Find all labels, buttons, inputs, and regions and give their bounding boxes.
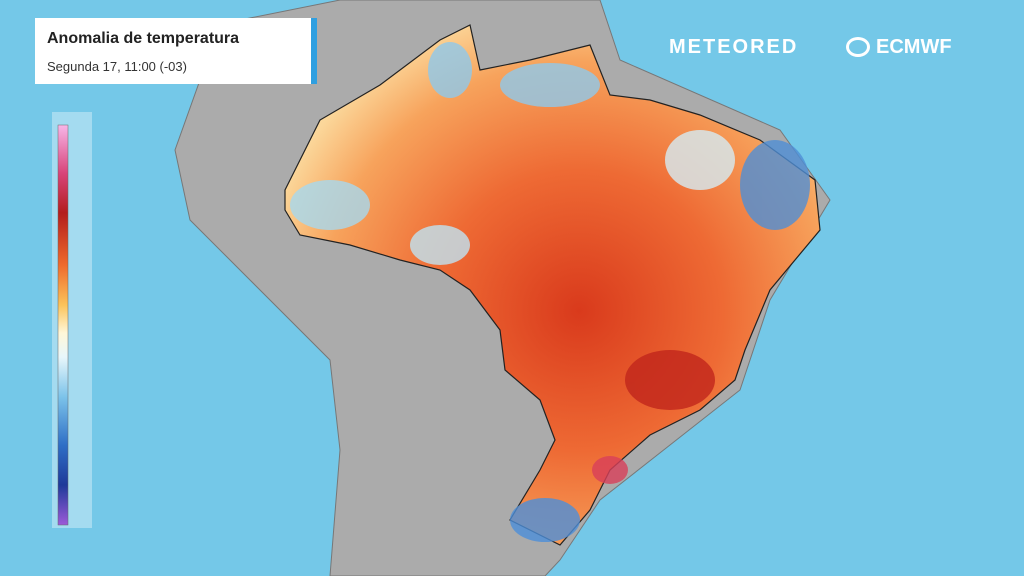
ecmwf-icon xyxy=(846,37,870,57)
ecmwf-logo: ECMWF xyxy=(876,36,952,58)
subtitle: Segunda 17, 11:00 (-03) xyxy=(47,59,187,74)
meteored-logo: METEORED xyxy=(669,36,799,58)
title: Anomalia de temperatura xyxy=(47,30,240,47)
cool-patches xyxy=(290,42,810,542)
colorbar xyxy=(57,124,69,526)
title-box: Anomalia de temperatura Segunda 17, 11:0… xyxy=(35,18,317,84)
